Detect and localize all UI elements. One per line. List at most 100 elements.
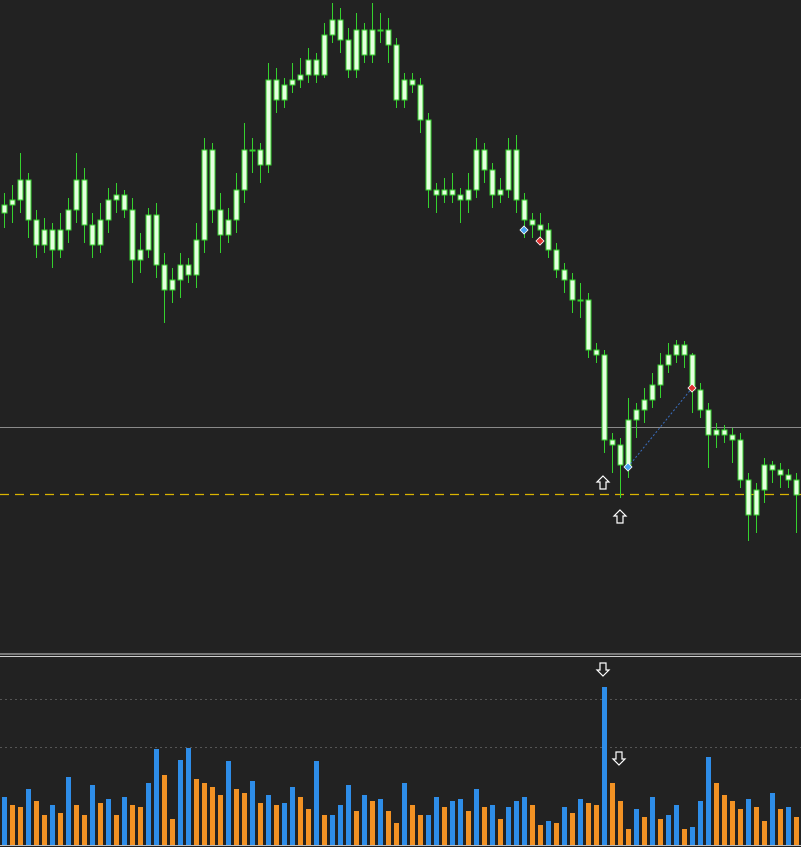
volume-bar xyxy=(106,799,111,845)
candle-body xyxy=(713,429,720,436)
volume-bar xyxy=(66,777,71,845)
candle-body xyxy=(537,224,544,231)
volume-bar xyxy=(218,795,223,845)
candle-body xyxy=(369,29,376,56)
volume-bar xyxy=(466,811,471,845)
volume-bar xyxy=(338,805,343,845)
candle-body xyxy=(89,224,96,246)
volume-bar xyxy=(202,783,207,845)
candle-body xyxy=(81,179,88,226)
candle-body xyxy=(225,219,232,236)
volume-bar xyxy=(450,801,455,845)
volume-bar xyxy=(570,813,575,845)
volume-bar xyxy=(362,795,367,845)
volume-bar xyxy=(690,827,695,845)
candle-body xyxy=(657,364,664,386)
volume-bar xyxy=(162,775,167,845)
volume-bar xyxy=(274,805,279,845)
volume-bar xyxy=(210,787,215,845)
candle-body xyxy=(465,189,472,201)
candle-body xyxy=(633,409,640,421)
candle-body xyxy=(73,179,80,211)
candle-body xyxy=(17,179,24,201)
volume-bar xyxy=(346,785,351,845)
candle-body xyxy=(521,199,528,221)
volume-bar xyxy=(658,819,663,845)
volume-bar xyxy=(554,823,559,845)
volume-bar xyxy=(58,813,63,845)
sell-marker xyxy=(535,236,545,246)
candle-body xyxy=(113,194,120,201)
volume-bar xyxy=(426,815,431,845)
volume-bar xyxy=(714,783,719,845)
candle-body xyxy=(217,209,224,236)
volume-bar xyxy=(410,805,415,845)
volume-bar xyxy=(626,829,631,845)
volume-bar xyxy=(314,761,319,845)
candle-body xyxy=(441,189,448,196)
volume-bar xyxy=(778,809,783,845)
candle-body xyxy=(777,469,784,476)
candle-body xyxy=(449,189,456,196)
volume-bar xyxy=(122,797,127,845)
volume-bar xyxy=(354,811,359,845)
candle-body xyxy=(145,214,152,251)
volume-bar xyxy=(138,807,143,845)
down-arrow xyxy=(611,751,627,766)
candle-body xyxy=(721,429,728,436)
up-arrow xyxy=(595,475,611,490)
volume-bar xyxy=(10,805,15,845)
volume-bar xyxy=(330,815,335,845)
candle-body xyxy=(681,344,688,356)
volume-bar xyxy=(282,803,287,845)
volume-bar xyxy=(442,807,447,845)
candle-body xyxy=(457,194,464,201)
volume-bar xyxy=(506,807,511,845)
price-pane xyxy=(0,3,801,541)
volume-bar xyxy=(498,819,503,845)
volume-bar xyxy=(394,823,399,845)
candle-body xyxy=(785,474,792,481)
candle-body xyxy=(473,149,480,191)
volume-bar xyxy=(114,815,119,845)
volume-bar xyxy=(794,817,799,845)
volume-bar xyxy=(154,749,159,845)
volume-bar xyxy=(610,783,615,845)
candle-body xyxy=(169,279,176,291)
candle-body xyxy=(305,59,312,76)
candle-body xyxy=(665,354,672,366)
volume-bar xyxy=(786,807,791,845)
candle-body xyxy=(353,29,360,71)
volume-bar xyxy=(434,797,439,845)
volume-bar xyxy=(634,809,639,845)
candle-body xyxy=(625,419,632,466)
volume-bar xyxy=(490,805,495,845)
volume-bar xyxy=(474,789,479,845)
candle-body xyxy=(401,79,408,101)
candle-body xyxy=(417,84,424,121)
volume-bar xyxy=(234,789,239,845)
volume-bar xyxy=(586,803,591,845)
volume-bar xyxy=(370,801,375,845)
candle-body xyxy=(529,219,536,226)
candle-body xyxy=(65,209,72,231)
candle-body xyxy=(153,214,160,266)
candle-body xyxy=(249,149,256,152)
volume-bar xyxy=(146,783,151,845)
volume-bar xyxy=(666,815,671,845)
candle-body xyxy=(233,189,240,221)
candle-body xyxy=(137,249,144,261)
volume-bar xyxy=(402,783,407,845)
candle-body xyxy=(345,39,352,71)
candle-body xyxy=(481,149,488,171)
candle-body xyxy=(425,119,432,191)
candle-body xyxy=(57,229,64,251)
candle-body xyxy=(121,194,128,211)
candle-body xyxy=(569,279,576,301)
candle-body xyxy=(745,479,752,516)
volume-bar xyxy=(90,785,95,845)
candle-body xyxy=(753,489,760,516)
buy-marker xyxy=(519,225,529,235)
volume-bar xyxy=(674,805,679,845)
